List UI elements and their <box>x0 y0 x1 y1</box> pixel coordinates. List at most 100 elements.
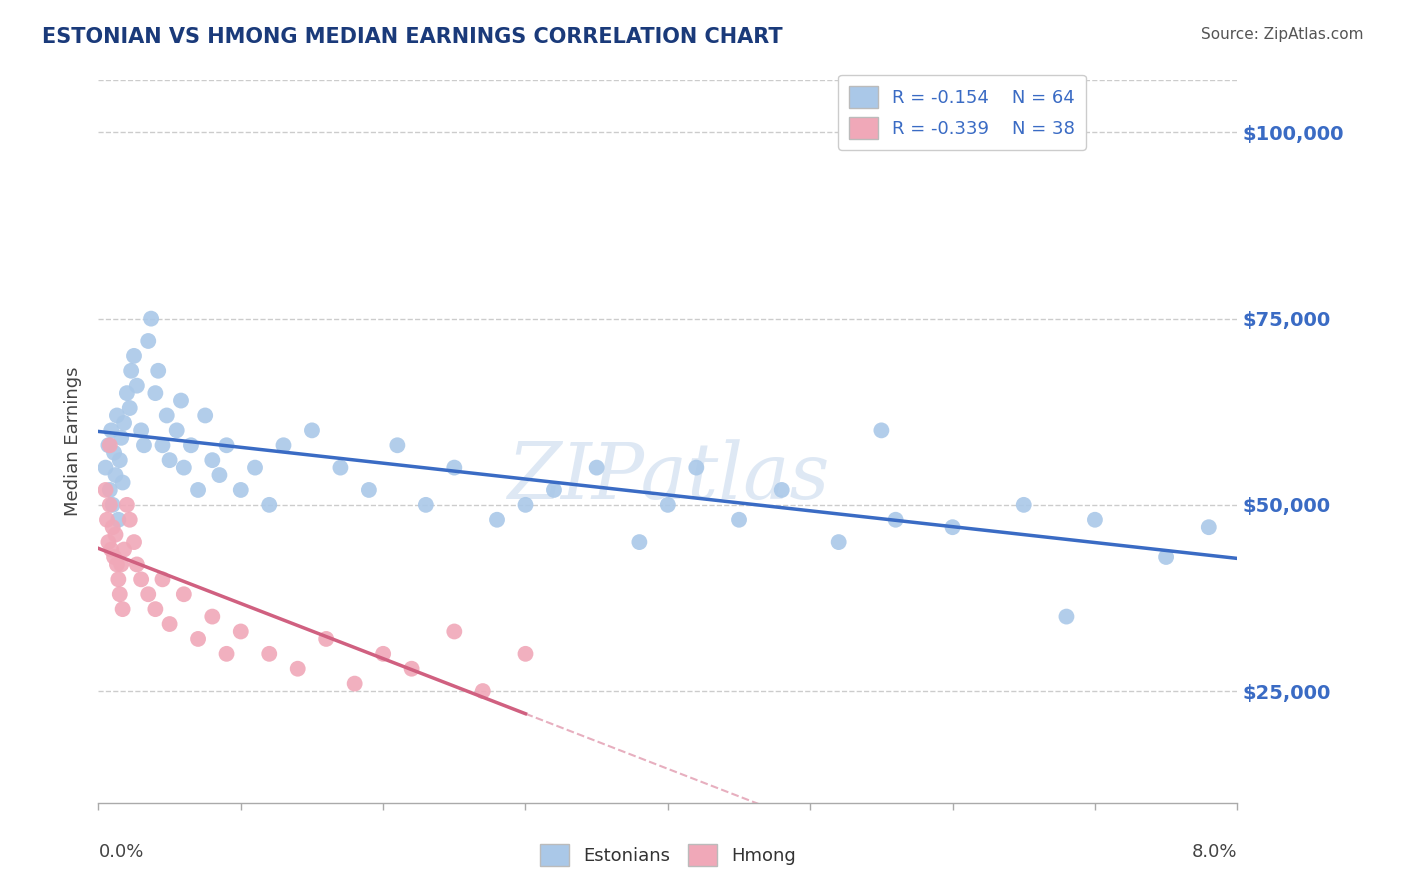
Point <box>515 498 537 512</box>
Point <box>112 542 135 557</box>
Point <box>685 460 707 475</box>
Point <box>96 513 118 527</box>
Point <box>657 498 679 512</box>
Point <box>515 647 537 661</box>
Point <box>173 460 195 475</box>
Point <box>187 483 209 497</box>
Point <box>229 624 252 639</box>
Point <box>870 423 893 437</box>
Point <box>118 513 141 527</box>
Text: ESTONIAN VS HMONG MEDIAN EARNINGS CORRELATION CHART: ESTONIAN VS HMONG MEDIAN EARNINGS CORREL… <box>42 27 783 46</box>
Point <box>259 498 281 512</box>
Point <box>187 632 209 646</box>
Point <box>103 446 125 460</box>
Point <box>301 423 323 437</box>
Point <box>1198 520 1220 534</box>
Point <box>201 453 224 467</box>
Point <box>139 311 162 326</box>
Point <box>215 438 238 452</box>
Point <box>343 676 366 690</box>
Point <box>104 468 127 483</box>
Point <box>107 513 129 527</box>
Point <box>208 468 231 483</box>
Point <box>942 520 965 534</box>
Point <box>828 535 851 549</box>
Point <box>486 513 509 527</box>
Point <box>129 572 152 586</box>
Point <box>104 527 127 541</box>
Point <box>112 416 135 430</box>
Point <box>136 587 159 601</box>
Point <box>287 662 309 676</box>
Point <box>401 662 423 676</box>
Point <box>145 602 167 616</box>
Point <box>132 438 155 452</box>
Point <box>111 602 134 616</box>
Point <box>159 453 181 467</box>
Point <box>443 460 465 475</box>
Point <box>101 498 124 512</box>
Point <box>122 349 145 363</box>
Point <box>110 558 132 572</box>
Point <box>148 364 170 378</box>
Point <box>173 587 195 601</box>
Point <box>156 409 179 423</box>
Point <box>315 632 337 646</box>
Point <box>194 409 217 423</box>
Point <box>1054 609 1078 624</box>
Y-axis label: Median Earnings: Median Earnings <box>65 367 83 516</box>
Point <box>1084 513 1107 527</box>
Point <box>166 423 188 437</box>
Point <box>770 483 793 497</box>
Point <box>115 498 138 512</box>
Point <box>108 453 131 467</box>
Point <box>125 378 148 392</box>
Point <box>1154 549 1177 564</box>
Point <box>115 386 138 401</box>
Point <box>105 409 128 423</box>
Point <box>201 609 224 624</box>
Point <box>94 460 117 475</box>
Point <box>884 513 907 527</box>
Point <box>1012 498 1035 512</box>
Point <box>136 334 159 348</box>
Point <box>103 549 125 564</box>
Point <box>728 513 751 527</box>
Point <box>443 624 465 639</box>
Point <box>357 483 380 497</box>
Point <box>471 684 494 698</box>
Point <box>98 498 121 512</box>
Point <box>585 460 607 475</box>
Point <box>100 542 122 557</box>
Point <box>215 647 238 661</box>
Text: ZIPatlas: ZIPatlas <box>506 440 830 516</box>
Point <box>107 572 129 586</box>
Point <box>97 535 120 549</box>
Point <box>543 483 565 497</box>
Point <box>108 587 131 601</box>
Point <box>110 431 132 445</box>
Point <box>100 423 122 437</box>
Point <box>125 558 148 572</box>
Point <box>159 617 181 632</box>
Point <box>329 460 352 475</box>
Point <box>152 438 174 452</box>
Point <box>118 401 141 415</box>
Point <box>259 647 281 661</box>
Point <box>180 438 202 452</box>
Text: 8.0%: 8.0% <box>1192 843 1237 861</box>
Point <box>387 438 409 452</box>
Point <box>98 483 121 497</box>
Text: Source: ZipAtlas.com: Source: ZipAtlas.com <box>1201 27 1364 42</box>
Point <box>628 535 651 549</box>
Point <box>243 460 266 475</box>
Point <box>273 438 295 452</box>
Point <box>415 498 437 512</box>
Point <box>229 483 252 497</box>
Point <box>152 572 174 586</box>
Point <box>101 520 124 534</box>
Point <box>120 364 142 378</box>
Point <box>122 535 145 549</box>
Point <box>94 483 117 497</box>
Point <box>145 386 167 401</box>
